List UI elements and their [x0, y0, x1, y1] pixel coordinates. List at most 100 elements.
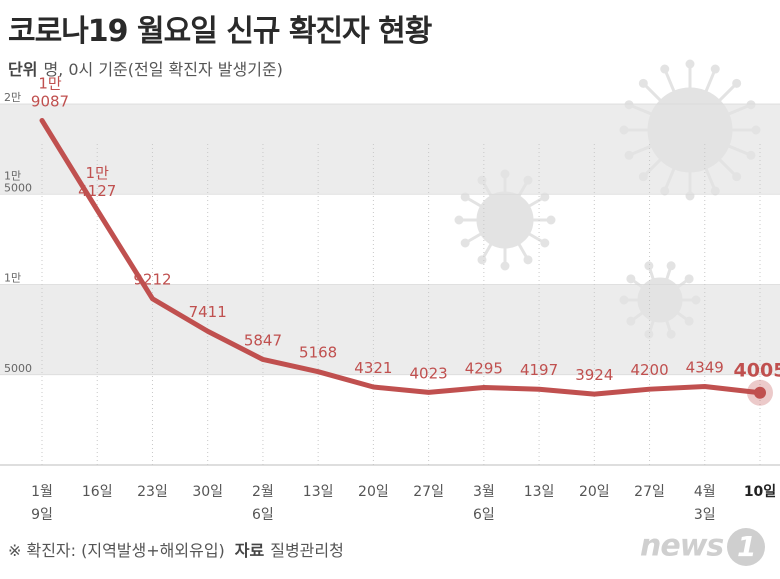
- x-tick-label-12: 4월: [694, 484, 716, 500]
- data-label-0-top: 1만: [38, 74, 62, 92]
- y-tick-label-1: 1만: [4, 272, 21, 285]
- virus-spike-tip: [751, 125, 761, 135]
- logo-badge: 1: [727, 528, 766, 566]
- virus-spike-tip: [638, 172, 648, 182]
- unit-caption: 단위 명, 0시 기준(전일 확진자 발생기준): [8, 56, 283, 80]
- virus-spike-tip: [746, 100, 756, 110]
- virus-spike-tip: [691, 295, 701, 305]
- unit-text: 명, 0시 기준(전일 확진자 발생기준): [43, 60, 283, 79]
- data-label-9: 4197: [520, 361, 558, 379]
- y-tick-label-3: 2만: [4, 91, 21, 104]
- virus-spike-tip: [540, 192, 550, 202]
- virus-spike-tip: [638, 78, 648, 88]
- x-gridlines: [41, 144, 761, 465]
- data-label-2: 9212: [133, 271, 171, 289]
- virus-spike-tip: [500, 261, 510, 271]
- news1-logo: news 1: [640, 528, 766, 566]
- data-label-11: 4200: [630, 361, 668, 379]
- data-label-7: 4023: [410, 364, 448, 382]
- x-tick-label-0: 1월: [31, 484, 53, 500]
- virus-spike-tip: [685, 191, 695, 201]
- virus-spike-tip: [523, 255, 533, 265]
- virus-spike-tip: [746, 150, 756, 160]
- virus-spike-tip: [685, 59, 695, 69]
- virus-spike-tip: [660, 64, 670, 74]
- virus-spike-tip: [500, 169, 510, 179]
- data-label-4: 5847: [244, 331, 282, 349]
- virus-spike-tip: [710, 64, 720, 74]
- y-gridlines: [0, 103, 780, 466]
- virus-spike-tip: [619, 125, 629, 135]
- page-title: 코로나19 월요일 신규 확진자 현황: [8, 14, 432, 49]
- virus-spike-tip: [454, 215, 464, 225]
- virus-spike-tip: [732, 172, 742, 182]
- virus-spike-tip: [626, 316, 636, 326]
- data-label-8: 4295: [465, 359, 503, 377]
- series-line-group: [39, 117, 773, 406]
- data-label-10: 3924: [575, 366, 613, 384]
- virus-spike-tip: [460, 238, 470, 248]
- virus-spike-tip: [684, 274, 694, 284]
- x-tick-labels: 1월 9일 16일 23일 30일 2월 6일 13일 20일 27일 3월 6일 13일 20일 27일 4…: [31, 484, 776, 523]
- virus-spike-tip: [710, 186, 720, 196]
- x-tick-label-13: 10일: [744, 484, 776, 500]
- data-label-6: 4321: [354, 359, 392, 377]
- virus-illustration: [454, 59, 761, 339]
- series-line: [39, 117, 763, 397]
- data-label-1-top: 1만: [86, 164, 110, 182]
- virus-spike-tip: [626, 274, 636, 284]
- last-point-marker: [754, 386, 766, 399]
- y-tick-label-2: 5000: [4, 181, 32, 194]
- virus-spike-tip: [523, 175, 533, 185]
- virus-body-0: [647, 87, 733, 173]
- virus-spike-tip: [660, 186, 670, 196]
- x-tick-label-12-line2: 3일: [694, 507, 716, 523]
- data-label-12: 4349: [686, 359, 724, 377]
- virus-spike-tip: [666, 261, 676, 271]
- data-label-5: 5168: [299, 344, 337, 362]
- virus-spike-tip: [540, 238, 550, 248]
- footnote-text: ※ 확진자: (지역발생+해외유입): [8, 541, 225, 560]
- x-tick-label-4: 2월: [252, 484, 274, 500]
- virus-spike-tip: [619, 295, 629, 305]
- virus-spike-tip: [732, 78, 742, 88]
- virus-spike-tip: [546, 215, 556, 225]
- x-tick-label-3: 30일: [192, 484, 223, 500]
- x-tick-label-2: 23일: [137, 484, 168, 500]
- virus-spike-tip: [477, 175, 487, 185]
- virus-spike-tip: [644, 261, 654, 271]
- x-tick-label-10: 20일: [579, 484, 610, 500]
- x-tick-label-8: 3월: [473, 484, 495, 500]
- data-label-1: 4127: [78, 182, 116, 200]
- virus-spike-tip: [460, 192, 470, 202]
- y-tick-label-0: 5000: [4, 362, 32, 375]
- x-tick-label-8-line2: 6일: [473, 507, 495, 523]
- x-tick-label-11: 27일: [634, 484, 665, 500]
- virus-body-1: [476, 191, 534, 249]
- y-tick-label-2-top: 1만: [4, 169, 21, 182]
- data-label-13: 4005: [734, 360, 780, 382]
- x-tick-label-9: 13일: [524, 484, 555, 500]
- x-tick-label-1: 16일: [82, 484, 113, 500]
- x-tick-label-0-line2: 9일: [31, 507, 53, 523]
- virus-spike-tip: [624, 100, 634, 110]
- unit-label: 단위: [8, 60, 38, 79]
- source-text: 질병관리청: [270, 541, 344, 560]
- virus-spike-tip: [624, 150, 634, 160]
- x-tick-label-6: 20일: [358, 484, 389, 500]
- x-tick-label-4-line2: 6일: [252, 507, 274, 523]
- source-label: 자료: [234, 541, 265, 560]
- virus-spike-tip: [644, 329, 654, 339]
- footnote: ※ 확진자: (지역발생+해외유입) 자료 질병관리청: [8, 537, 344, 561]
- virus-spike-tip: [477, 255, 487, 265]
- x-tick-label-5: 13일: [303, 484, 334, 500]
- logo-text: news: [640, 528, 724, 564]
- virus-spike-tip: [684, 316, 694, 326]
- x-tick-label-7: 27일: [413, 484, 444, 500]
- virus-spike-tip: [666, 329, 676, 339]
- data-label-0: 9087: [31, 92, 69, 110]
- data-label-3: 7411: [189, 303, 227, 321]
